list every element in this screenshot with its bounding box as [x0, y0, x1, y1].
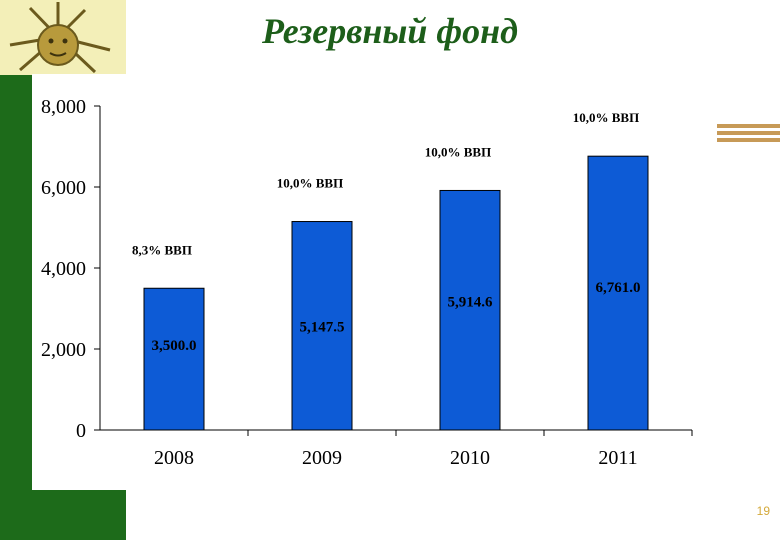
x-tick-label: 2008 — [154, 447, 194, 469]
chart-panel: 0 2,000 4,000 6,000 8,000 2008 3,500.0 8,3% ВВП… — [32, 74, 717, 490]
value-label: 3,500.0 — [152, 338, 197, 354]
annotation: 8,3% ВВП — [132, 242, 192, 257]
value-label: 5,914.6 — [448, 294, 494, 310]
bar-chart: 0 2,000 4,000 6,000 8,000 2008 3,500.0 8,3% ВВП… — [41, 96, 693, 469]
value-label: 5,147.5 — [300, 320, 345, 336]
x-tick-label: 2010 — [450, 447, 490, 469]
x-tick-label: 2009 — [302, 447, 342, 469]
decor-lines — [705, 124, 780, 148]
y-tick-label: 4,000 — [41, 258, 86, 280]
bar-2008 — [143, 287, 205, 431]
bar-2011 — [587, 155, 649, 431]
sun-logo — [0, 0, 126, 75]
x-tick-label: 2011 — [598, 447, 637, 469]
annotation: 10,0% ВВП — [425, 144, 491, 159]
y-tick-label: 8,000 — [41, 96, 86, 118]
value-label: 6,761.0 — [596, 280, 641, 296]
bar-2010 — [439, 189, 501, 431]
bar-2009 — [291, 221, 353, 431]
y-tick-label: 6,000 — [41, 177, 86, 199]
annotation: 10,0% ВВП — [573, 110, 639, 125]
y-tick-label: 2,000 — [41, 339, 86, 361]
y-tick-label: 0 — [76, 420, 86, 442]
annotation: 10,0% ВВП — [277, 176, 343, 191]
slide-title: Резервный фонд — [262, 11, 518, 51]
page-number: 19 — [756, 504, 770, 518]
